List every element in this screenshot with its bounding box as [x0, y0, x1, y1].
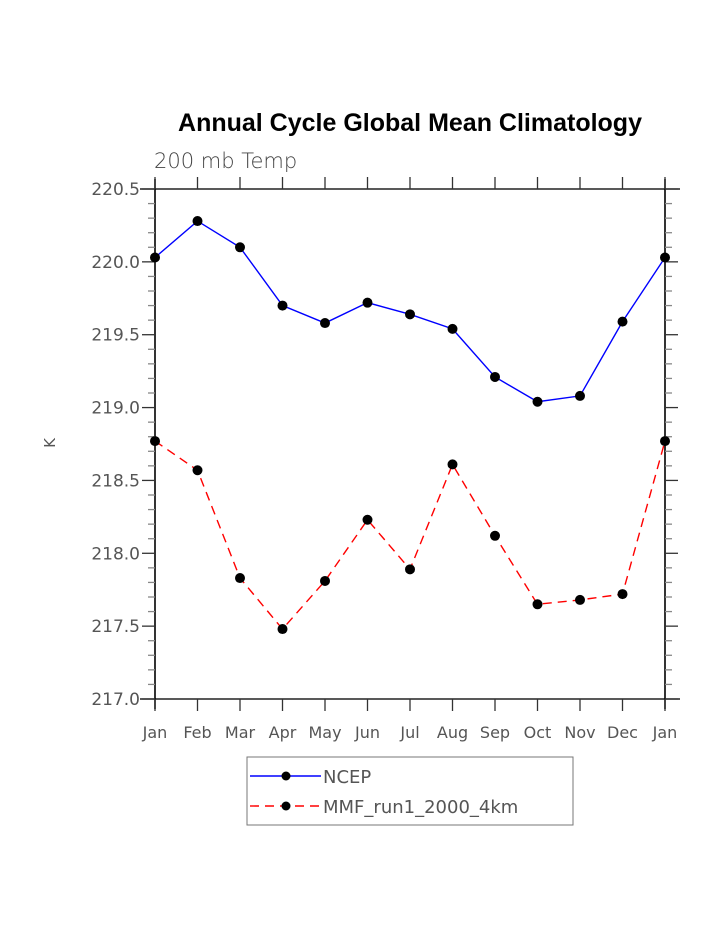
data-point [575, 390, 585, 401]
x-tick-label: Feb [183, 723, 211, 742]
data-point [320, 575, 330, 586]
x-tick-label: Aug [437, 723, 468, 742]
data-point [532, 599, 543, 610]
x-tick-label: May [308, 723, 341, 742]
legend-label: MMF_run1_2000_4km [323, 797, 518, 818]
data-point [532, 396, 543, 407]
chart-title: Annual Cycle Global Mean Climatology [178, 109, 642, 137]
data-point [617, 316, 628, 327]
data-point [447, 323, 458, 334]
x-tick-label: Sep [480, 723, 510, 742]
data-point [192, 216, 203, 227]
axes [140, 179, 680, 709]
data-point [405, 564, 415, 575]
x-tick-label: Dec [607, 723, 638, 742]
legend: NCEP MMF_run1_2000_4km [246, 756, 574, 826]
series-mmf-run1-2000-4km [150, 436, 670, 635]
x-tick-label: Jan [652, 723, 678, 742]
y-tick-label: 218.5 [91, 471, 140, 491]
data-point [320, 318, 330, 329]
data-point [235, 242, 245, 253]
y-tick-label: 220.0 [91, 253, 140, 273]
series-layer [150, 216, 670, 635]
data-point [405, 309, 415, 320]
y-tick-label: 220.5 [91, 180, 140, 200]
chart-subtitle: 200 mb Temp [154, 149, 297, 173]
data-point [277, 300, 288, 311]
x-tick-label: Jun [354, 723, 380, 742]
data-point [362, 297, 373, 308]
data-point [235, 573, 245, 584]
x-tick-label: Oct [524, 723, 552, 742]
y-tick-label: 217.0 [91, 690, 140, 710]
data-point [660, 252, 670, 263]
legend-marker [281, 801, 291, 811]
series-line [154, 440, 666, 631]
y-tick-label: 218.0 [91, 544, 140, 564]
data-point [575, 594, 585, 605]
data-point [490, 371, 500, 382]
y-axis-label: K [41, 437, 59, 448]
legend-box [246, 756, 574, 826]
data-point [660, 436, 670, 447]
x-tick-label: Jan [142, 723, 168, 742]
series-ncep [150, 216, 670, 407]
data-point [362, 514, 373, 525]
y-tick-label: 219.0 [91, 399, 140, 419]
y-tick-label: 219.5 [91, 326, 140, 346]
legend-label: NCEP [323, 767, 371, 788]
y-tick-label: 217.5 [91, 617, 140, 637]
x-ticks: Jan Feb Mar Apr May Jun Jul Aug Sep Oct Nov Dec Jan [142, 177, 678, 742]
x-tick-label: Nov [564, 723, 595, 742]
data-point [192, 465, 203, 476]
x-tick-label: Apr [269, 723, 297, 742]
legend-marker [281, 771, 291, 781]
y-ticks: 217.0 217.5 218.0 218.5 219.0 219.5 220.0 220.5 [91, 180, 678, 710]
data-point [277, 624, 288, 635]
data-point [617, 589, 628, 600]
data-point [150, 252, 160, 263]
data-point [447, 459, 458, 470]
x-tick-label: Jul [399, 723, 419, 742]
x-tick-label: Mar [225, 723, 256, 742]
data-point [150, 436, 160, 447]
data-point [490, 530, 500, 541]
